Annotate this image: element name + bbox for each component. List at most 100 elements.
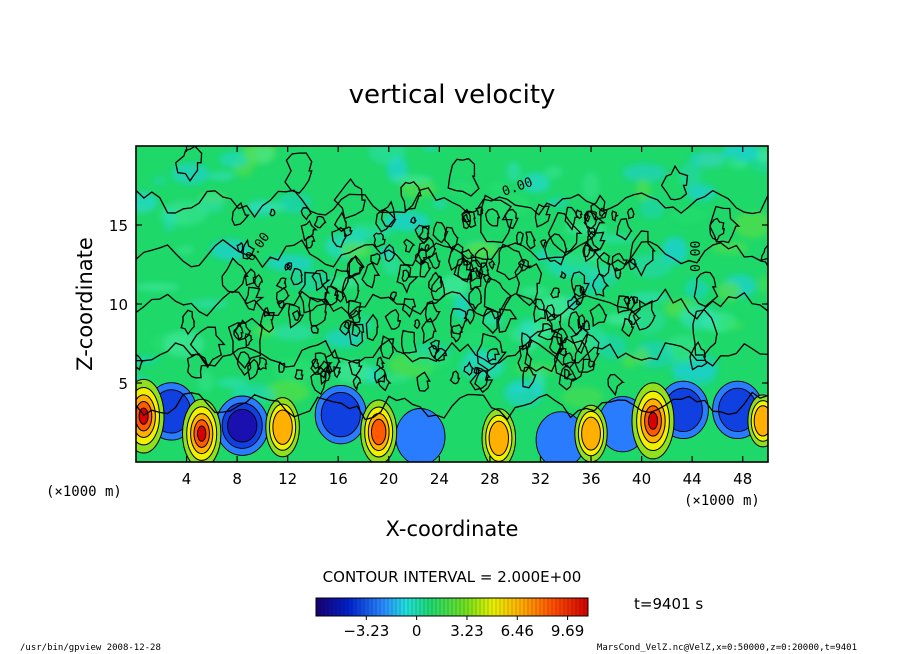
y-axis-label: Z-coordinate	[73, 237, 97, 371]
x-axis-ticks: 4 8 12 16 20 24 28 32 36 40 44 48	[182, 146, 752, 488]
contour-loop	[244, 268, 256, 287]
contour-loop	[621, 317, 635, 338]
contour-loop	[418, 227, 430, 241]
x-tick-label: 32	[531, 470, 550, 488]
contour-loop	[484, 208, 501, 227]
contour-loop	[524, 327, 564, 373]
texture-patch	[631, 253, 672, 278]
contour-loop	[449, 370, 461, 385]
contour-loop	[583, 210, 598, 230]
contour-line	[136, 391, 768, 421]
x-tick-label: 48	[733, 470, 752, 488]
contour-loop	[478, 262, 490, 276]
texture-patch	[684, 278, 709, 300]
contour-loop	[428, 271, 443, 293]
contour-line	[136, 187, 768, 219]
contour-loop	[570, 271, 590, 298]
contour-loop	[480, 194, 513, 244]
contour-loop	[311, 269, 331, 292]
time-label: t=9401 s	[634, 595, 703, 613]
contour-loop	[365, 313, 379, 342]
contour-loop	[589, 303, 608, 328]
contour-loop	[583, 210, 606, 238]
contour-loop	[298, 271, 331, 314]
texture-patch	[383, 250, 399, 276]
texture-patch	[689, 151, 727, 168]
contour-loop	[348, 254, 365, 279]
contour-loop	[587, 226, 597, 240]
contour-loop	[427, 251, 441, 270]
texture-patch	[582, 172, 600, 200]
contour-loop	[692, 309, 718, 356]
contour-loop	[616, 295, 630, 314]
contour-loop	[236, 351, 252, 376]
contour-loop	[693, 271, 719, 308]
contour-loop	[380, 200, 396, 228]
contour-loop	[525, 231, 537, 250]
contour-interval-text: CONTOUR INTERVAL = 2.000E+00	[323, 568, 582, 586]
texture-patch	[521, 173, 550, 193]
texture-patch	[622, 354, 637, 369]
updraft-7-level-5	[647, 412, 659, 430]
updraft-5-level-3	[488, 420, 509, 456]
contour-loop	[488, 259, 496, 270]
contour-loop	[384, 308, 402, 330]
contour-loop	[339, 320, 351, 336]
colorbar-tick-label: 9.69	[551, 622, 584, 640]
contour-loop	[257, 356, 268, 371]
contour-loop	[333, 366, 342, 379]
contour-loop	[233, 322, 244, 341]
texture-patch	[639, 196, 665, 220]
contour-loop	[370, 252, 381, 266]
contour-loop	[278, 360, 286, 373]
texture-patch	[686, 184, 716, 202]
downdraft-2-level-3	[227, 408, 258, 443]
contour-loop	[275, 277, 287, 290]
updraft-6-level-3	[581, 416, 601, 451]
contour-loop	[421, 317, 437, 345]
colorbar-tick-label: 6.46	[501, 622, 534, 640]
contour-loop	[343, 226, 353, 237]
contour-loop	[468, 286, 483, 311]
texture-patch	[162, 206, 176, 232]
contour-loop	[463, 308, 476, 325]
texture-patch	[404, 348, 452, 370]
colorbar-tick-label: 3.23	[450, 622, 483, 640]
texture-patch	[453, 293, 471, 321]
footer-right: MarsCond_VelZ.nc@VelZ,x=0:50000,z=0:2000…	[597, 643, 857, 653]
contour-loop	[400, 181, 422, 212]
x-tick-label: 12	[278, 470, 297, 488]
contour-loop	[553, 337, 591, 382]
contour-loop	[550, 287, 561, 299]
contour-loop	[611, 210, 620, 222]
contour-loop	[514, 262, 543, 307]
x-tick-label: 36	[581, 470, 600, 488]
texture-patch	[252, 324, 276, 338]
contour-loop	[254, 273, 264, 289]
contour-loop	[291, 309, 301, 322]
colorbar-ticks: −3.23 0 3.23 6.46 9.69	[343, 616, 584, 640]
texture-patch	[171, 162, 210, 185]
contour-loop	[333, 211, 347, 233]
contour-loop	[473, 366, 482, 375]
contour-loop	[313, 215, 327, 229]
plot-area: 0.00 0.00 0.00 4 8 12 16 20 24 28 32 36 40 44 48 51…	[109, 145, 769, 488]
updraft-3-level-3	[272, 409, 293, 445]
contour-loop	[582, 244, 591, 258]
contour-loop	[632, 299, 656, 331]
texture-patch	[324, 329, 364, 348]
colorbar-stripes	[319, 598, 585, 616]
texture-patch	[199, 192, 225, 214]
colorbar: −3.23 0 3.23 6.46 9.69	[315, 597, 589, 640]
contour-loop	[174, 146, 203, 182]
contour-loop	[660, 164, 689, 201]
texture-patch	[622, 163, 668, 182]
texture-patch	[513, 363, 559, 376]
contour-loop	[596, 251, 611, 277]
contour-loop	[335, 290, 345, 303]
contour-loop	[460, 248, 475, 266]
texture-patch	[636, 178, 651, 202]
contour-loop	[403, 238, 416, 253]
contour-loop	[346, 256, 365, 280]
